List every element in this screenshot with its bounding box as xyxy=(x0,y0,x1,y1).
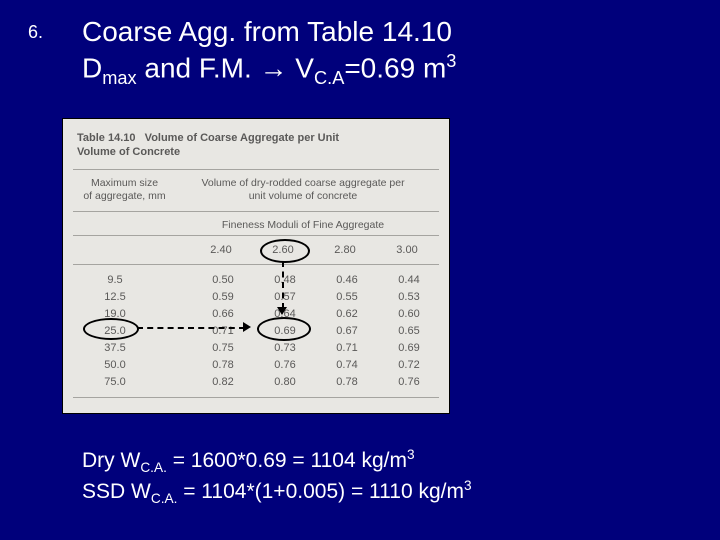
table-cell: 0.67 xyxy=(327,325,367,337)
table-cell: 0.57 xyxy=(265,291,305,303)
arrow-right xyxy=(137,327,245,329)
arrow-down xyxy=(282,261,284,309)
table-header-left-1: Maximum size xyxy=(77,177,172,190)
table-hline-2 xyxy=(73,211,439,212)
table-cell-size: 12.5 xyxy=(95,291,135,303)
table-header-left-2: of aggregate, mm xyxy=(77,190,172,203)
footer-l1sub: C.A. xyxy=(140,460,167,475)
table-row: 37.5 0.75 0.73 0.71 0.69 xyxy=(63,342,449,359)
table-hline-4 xyxy=(73,264,439,265)
table-header-right-1: Volume of dry-rodded coarse aggregate pe… xyxy=(193,177,413,190)
footer-l2sup: 3 xyxy=(464,478,472,493)
heading-l2-b: and F.M. → V xyxy=(137,52,314,83)
arrow-head-right xyxy=(243,322,251,332)
table-cell: 0.55 xyxy=(327,291,367,303)
table-cell: 0.74 xyxy=(327,359,367,371)
footer-line2: SSD WC.A. = 1104*(1+0.005) = 1110 kg/m3 xyxy=(82,477,472,508)
table-cell: 0.59 xyxy=(203,291,243,303)
footer-l2sub: C.A. xyxy=(151,491,178,506)
fm-0: 2.40 xyxy=(203,244,239,256)
footer-l2b: = 1104*(1+0.005) = 1110 kg/m xyxy=(177,480,464,503)
table-cell: 0.75 xyxy=(203,342,243,354)
table-header-left: Maximum size of aggregate, mm xyxy=(77,177,172,203)
footer-l1b: = 1600*0.69 = 1104 kg/m xyxy=(167,449,407,472)
table-cell: 0.82 xyxy=(203,376,243,388)
table-cell: 0.50 xyxy=(203,274,243,286)
table-cell: 0.48 xyxy=(265,274,305,286)
circle-fm xyxy=(260,239,310,263)
table-cell: 0.73 xyxy=(265,342,305,354)
table-title-a: Table 14.10 xyxy=(77,132,136,144)
fm-2: 2.80 xyxy=(327,244,363,256)
heading-l2-sub1: max xyxy=(102,68,136,88)
footer-line1: Dry WC.A. = 1600*0.69 = 1104 kg/m3 xyxy=(82,446,472,477)
table-cell: 0.76 xyxy=(265,359,305,371)
heading-l2-a: D xyxy=(82,52,102,83)
table-hline-1 xyxy=(73,169,439,170)
table-cell: 0.78 xyxy=(203,359,243,371)
footer-l1a: Dry W xyxy=(82,449,140,472)
footer-l2a: SSD W xyxy=(82,480,151,503)
table-hline-5 xyxy=(73,397,439,398)
bullet-number: 6. xyxy=(28,22,43,43)
table-cell: 0.66 xyxy=(203,308,243,320)
table-row: 75.0 0.82 0.80 0.78 0.76 xyxy=(63,376,449,393)
circle-size xyxy=(83,318,139,340)
table-cell: 0.72 xyxy=(389,359,429,371)
fm-3: 3.00 xyxy=(389,244,425,256)
table-cell: 0.53 xyxy=(389,291,429,303)
heading-line2: Dmax and F.M. → VC.A=0.69 m3 xyxy=(82,50,456,90)
slide-heading: Coarse Agg. from Table 14.10 Dmax and F.… xyxy=(82,14,456,90)
table-row: 12.5 0.59 0.57 0.55 0.53 xyxy=(63,291,449,308)
table-cell-size: 9.5 xyxy=(95,274,135,286)
circle-value xyxy=(257,317,311,341)
heading-l2-sup: 3 xyxy=(446,51,456,71)
table-cell: 0.69 xyxy=(389,342,429,354)
table-cell: 0.78 xyxy=(327,376,367,388)
table-cell: 0.46 xyxy=(327,274,367,286)
table-title: Table 14.10 Volume of Coarse Aggregate p… xyxy=(77,131,377,160)
table-cell: 0.44 xyxy=(389,274,429,286)
heading-l2-c: =0.69 m xyxy=(344,52,446,83)
table-row: 9.5 0.50 0.48 0.46 0.44 xyxy=(63,274,449,291)
table-cell: 0.60 xyxy=(389,308,429,320)
table-panel: Table 14.10 Volume of Coarse Aggregate p… xyxy=(62,118,450,414)
table-hline-3 xyxy=(73,235,439,236)
footer-calcs: Dry WC.A. = 1600*0.69 = 1104 kg/m3 SSD W… xyxy=(82,446,472,508)
footer-l1sup: 3 xyxy=(407,447,415,462)
table-header-right: Volume of dry-rodded coarse aggregate pe… xyxy=(193,177,413,203)
table-row: 50.0 0.78 0.76 0.74 0.72 xyxy=(63,359,449,376)
table-cell: 0.76 xyxy=(389,376,429,388)
table-cell: 0.71 xyxy=(327,342,367,354)
table-subheader: Fineness Moduli of Fine Aggregate xyxy=(193,219,413,231)
table-cell-size: 50.0 xyxy=(95,359,135,371)
table-cell: 0.62 xyxy=(327,308,367,320)
table-cell: 0.80 xyxy=(265,376,305,388)
table-cell: 0.65 xyxy=(389,325,429,337)
heading-line1: Coarse Agg. from Table 14.10 xyxy=(82,14,456,50)
table-header-right-2: unit volume of concrete xyxy=(193,190,413,203)
table-cell-size: 75.0 xyxy=(95,376,135,388)
table-cell-size: 37.5 xyxy=(95,342,135,354)
heading-l2-sub2: C.A xyxy=(314,68,344,88)
arrow-head-down xyxy=(277,307,287,315)
